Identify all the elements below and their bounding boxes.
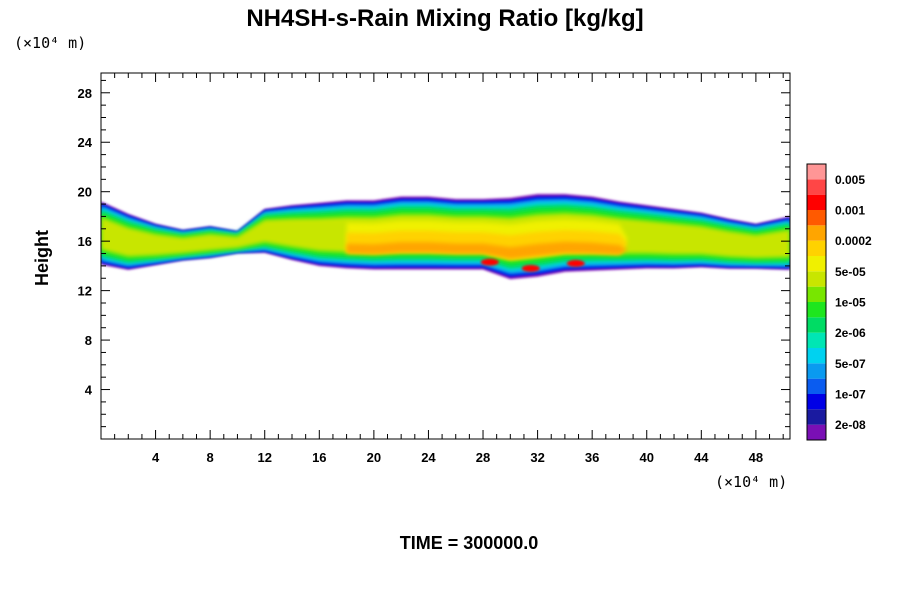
colorbar-swatch: [807, 378, 826, 394]
colorbar-label: 1e-07: [835, 388, 866, 402]
x-axis: 4 8 12 16 20 24 28 32 36 40 44 48: [114, 73, 784, 465]
colorbar-label: 0.001: [835, 204, 865, 218]
x-tick-label: 28: [476, 450, 490, 465]
mixing-ratio-field: [101, 194, 790, 280]
colorbar-swatch: [807, 271, 826, 287]
colorbar-label: 1e-05: [835, 296, 866, 310]
time-label: TIME = 300000.0: [400, 533, 539, 553]
y-unit-label: (×10⁴ m): [14, 34, 86, 52]
x-tick-label: 24: [421, 450, 436, 465]
colorbar-label: 0.005: [835, 173, 865, 187]
colorbar-label: 5e-07: [835, 357, 866, 371]
x-tick-label: 32: [530, 450, 544, 465]
colorbar-label: 5e-05: [835, 265, 866, 279]
contour-band: [480, 258, 499, 266]
plot-frame: [100, 72, 791, 440]
chart-title: NH4SH-s-Rain Mixing Ratio [kg/kg]: [246, 5, 643, 32]
colorbar-label: 2e-08: [835, 418, 866, 432]
colorbar-label: 2e-06: [835, 326, 866, 340]
colorbar-swatch: [807, 210, 826, 226]
x-tick-label: 40: [640, 450, 654, 465]
colorbar-swatch: [807, 302, 826, 318]
y-tick-label: 16: [78, 234, 92, 249]
contour-band: [346, 241, 628, 259]
colorbar-swatch: [807, 240, 826, 256]
x-tick-label: 16: [312, 450, 326, 465]
y-tick-label: 20: [78, 185, 92, 200]
contour-band: [521, 264, 540, 272]
x-tick-label: 48: [749, 450, 763, 465]
colorbar-swatch: [807, 256, 826, 272]
y-tick-label: 28: [78, 86, 92, 101]
colorbar-swatch: [807, 194, 826, 210]
colorbar-swatch: [807, 424, 826, 440]
y-tick-label: 24: [78, 135, 93, 150]
colorbar-swatch: [807, 363, 826, 379]
colorbar-swatch: [807, 332, 826, 348]
contour-band: [566, 259, 585, 267]
colorbar-swatch: [807, 317, 826, 333]
colorbar-swatch: [807, 409, 826, 425]
colorbar-swatch: [807, 348, 826, 364]
colorbar-swatch: [807, 286, 826, 302]
x-tick-label: 8: [207, 450, 214, 465]
y-tick-label: 4: [85, 383, 93, 398]
colorbar-frame: [806, 163, 827, 441]
colorbar-swatch: [807, 179, 826, 195]
colorbar-swatch: [807, 164, 826, 180]
x-tick-label: 12: [257, 450, 271, 465]
y-axis-label: Height: [32, 230, 52, 286]
y-tick-label: 8: [85, 333, 92, 348]
colorbar-swatch: [807, 394, 826, 410]
colorbar: 2e-08 1e-07 5e-07 2e-06 1e-05 5e-05 0.0002 0.00…: [806, 163, 872, 441]
x-tick-label: 44: [694, 450, 709, 465]
x-tick-label: 4: [152, 450, 160, 465]
y-axis: 4 8 12 16 20 24 28: [78, 79, 790, 428]
colorbar-swatch: [807, 225, 826, 241]
y-tick-label: 12: [78, 284, 92, 299]
x-tick-label: 36: [585, 450, 599, 465]
x-tick-label: 20: [367, 450, 381, 465]
x-unit-label: (×10⁴ m): [715, 473, 787, 491]
colorbar-label: 0.0002: [835, 234, 872, 248]
